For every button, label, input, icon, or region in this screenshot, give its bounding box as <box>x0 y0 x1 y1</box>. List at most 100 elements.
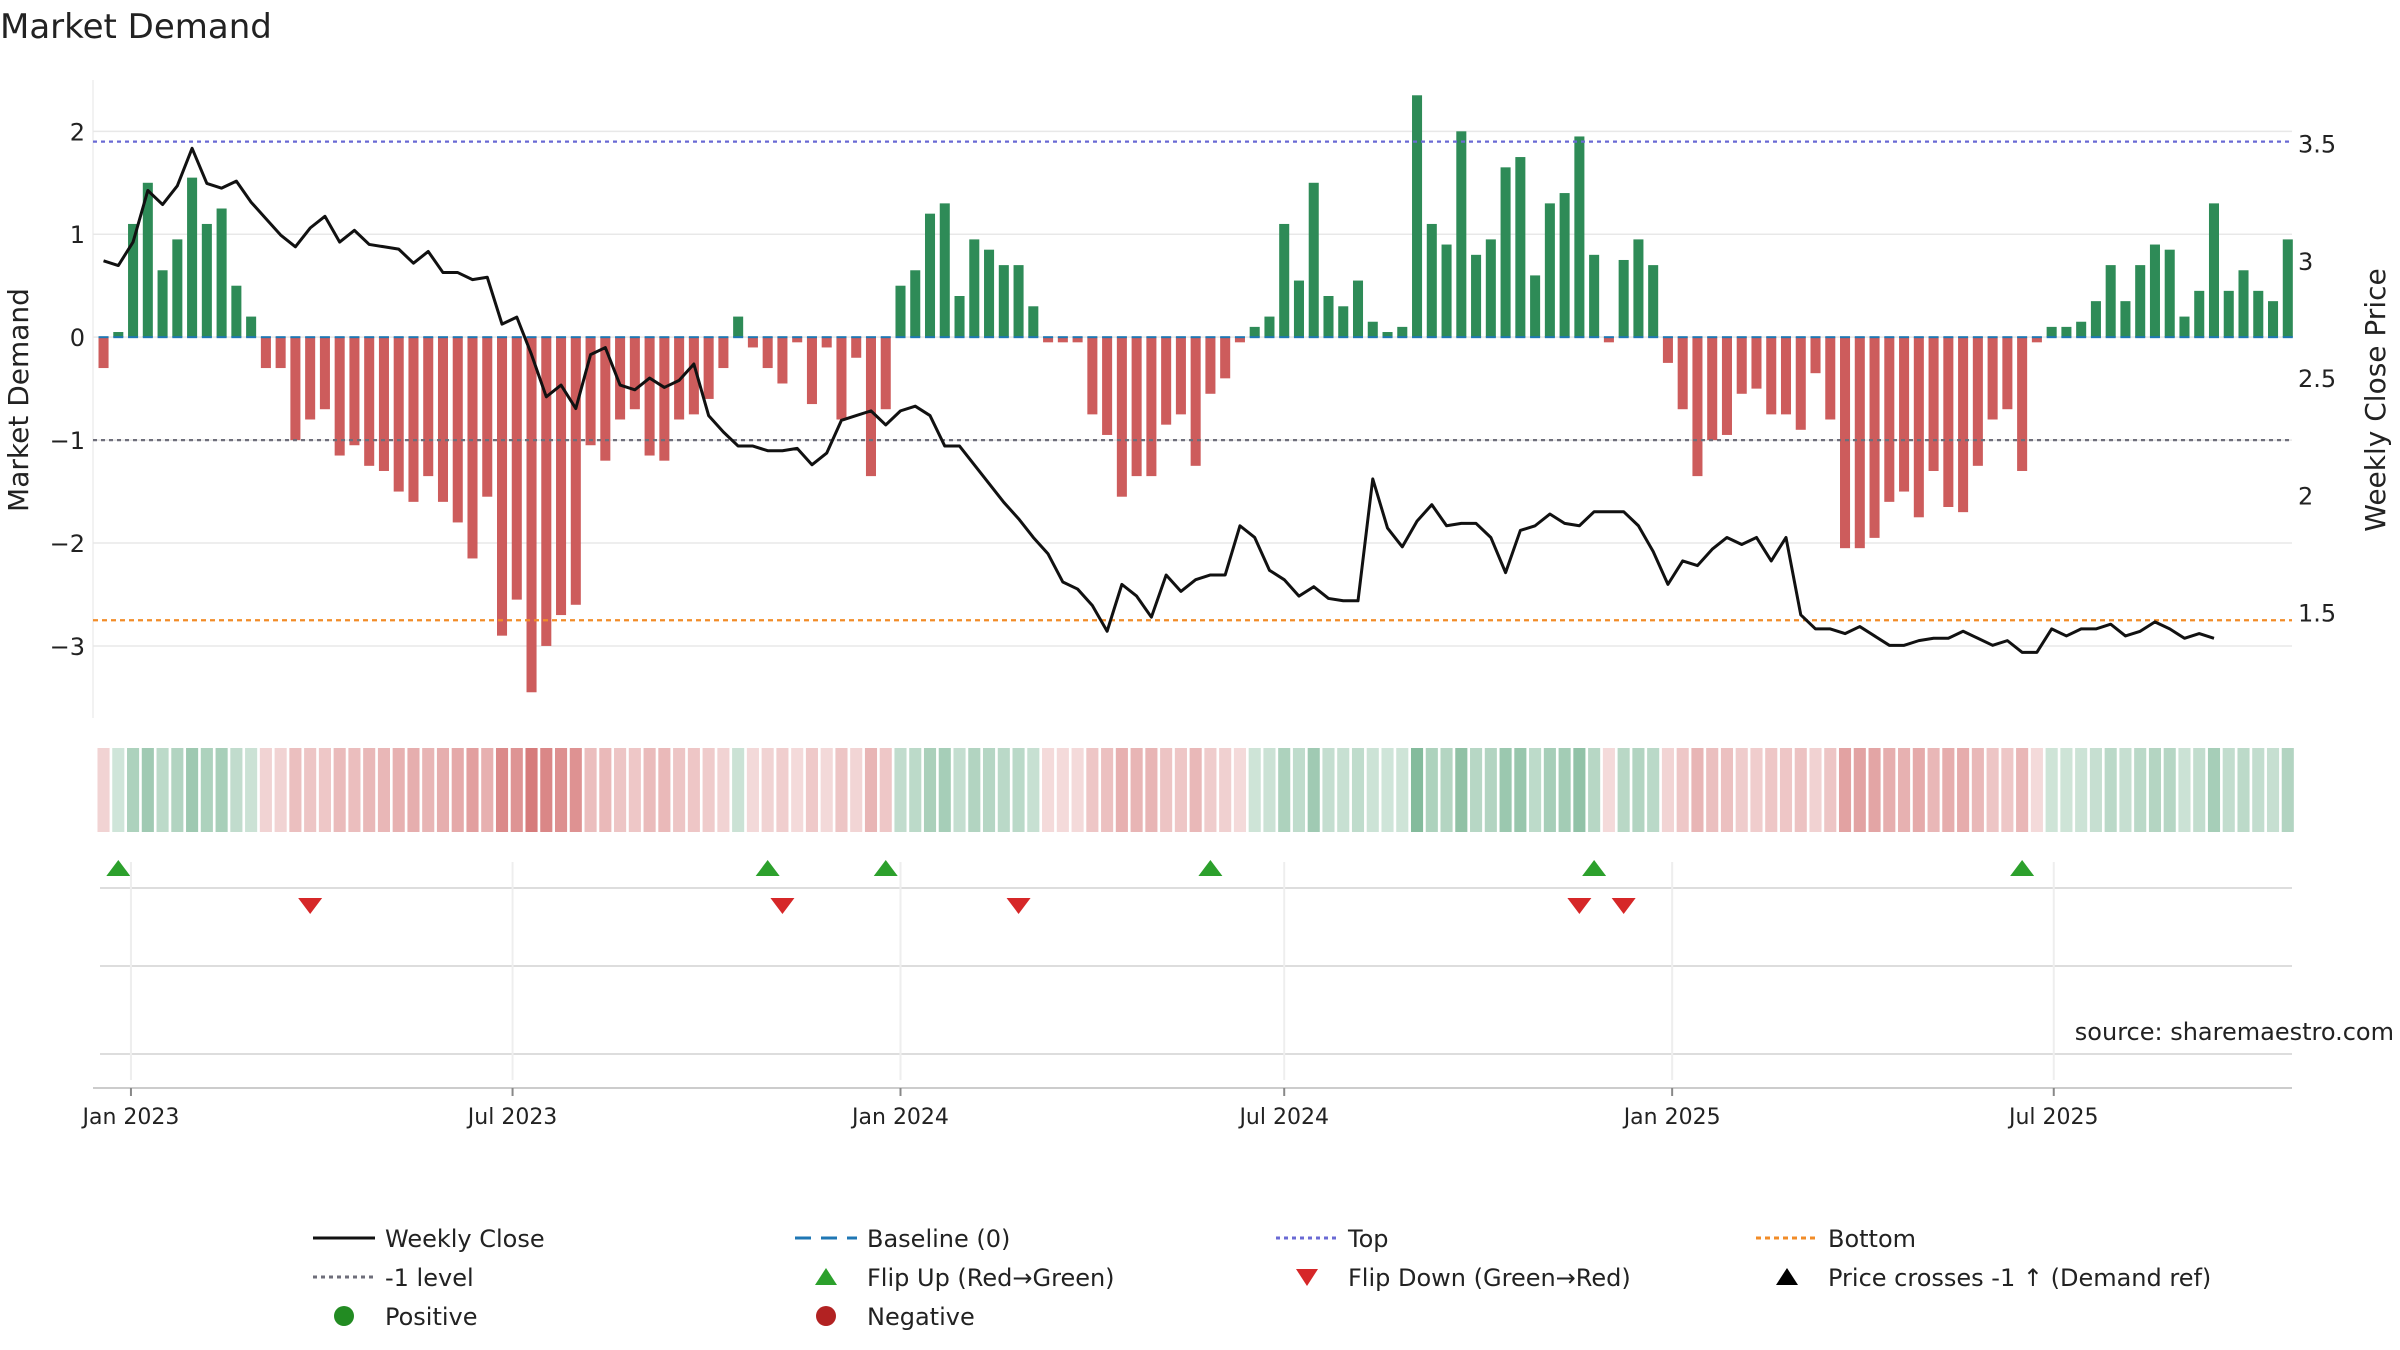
demand-bar <box>1471 254 1482 338</box>
demand-bar <box>1854 337 1865 549</box>
demand-bar <box>1751 337 1762 389</box>
demand-bar <box>1456 131 1467 338</box>
heat-cell <box>569 748 582 832</box>
heat-cell <box>2030 748 2043 832</box>
heat-cell <box>304 748 317 832</box>
demand-bar <box>393 337 404 492</box>
heat-cell <box>909 748 922 832</box>
demand-bar <box>1972 337 1983 466</box>
demand-bar <box>762 337 773 369</box>
heat-cell <box>1263 748 1276 832</box>
heat-cell <box>864 748 878 832</box>
demand-bar <box>1987 337 1998 420</box>
y-tick-left-label: −1 <box>50 427 85 455</box>
demand-bar <box>1810 337 1821 374</box>
demand-bar <box>1574 136 1585 338</box>
heat-cell <box>1602 748 1615 832</box>
demand-bar <box>954 296 965 338</box>
flip-up-marker <box>755 860 780 876</box>
heat-cell <box>1957 748 1970 832</box>
heat-cell <box>1912 748 1925 832</box>
demand-bar <box>1190 337 1201 466</box>
demand-bar <box>1913 337 1924 518</box>
heat-cell <box>1632 748 1645 832</box>
demand-bar <box>865 337 876 477</box>
heat-cell <box>717 748 730 832</box>
heat-cell <box>2252 748 2265 832</box>
demand-bar <box>305 337 316 420</box>
heat-cell <box>614 748 627 832</box>
heat-cell <box>2045 748 2058 832</box>
heat-cell <box>1189 748 1202 832</box>
heat-cell <box>481 748 494 832</box>
heat-cell <box>289 748 302 832</box>
heat-cell <box>318 748 331 832</box>
heat-cell <box>1307 748 1320 832</box>
demand-bar <box>1780 337 1792 415</box>
heat-cell <box>1455 748 1468 832</box>
y-tick-right-label: 2 <box>2298 482 2313 510</box>
y-ticks: 2 1 0 −1 −2 −3 3.5 3 2.5 2 1.5 <box>50 118 2337 661</box>
demand-bar <box>2076 321 2087 338</box>
heat-cell <box>584 748 597 832</box>
demand-bar <box>1220 337 1231 379</box>
demand-bar <box>2253 290 2264 338</box>
heat-cell <box>348 748 361 832</box>
demand-bar <box>201 223 212 338</box>
demand-bar <box>1648 265 1659 338</box>
demand-bar <box>1677 337 1688 410</box>
heat-cell <box>1794 748 1807 832</box>
y-axis-left-label: Market Demand <box>2 288 35 512</box>
heat-cell <box>112 748 125 832</box>
demand-bar <box>2268 301 2279 338</box>
demand-bar <box>585 337 596 446</box>
demand-bar <box>1589 254 1600 338</box>
heat-cell <box>1115 748 1128 832</box>
heat-cell <box>879 748 892 832</box>
heat-cell <box>673 748 686 832</box>
demand-bar <box>2282 239 2293 338</box>
demand-bar <box>378 337 389 471</box>
heat-cell <box>628 748 641 832</box>
demand-bar <box>142 182 153 338</box>
demand-bar <box>718 337 729 369</box>
heat-cell <box>1337 748 1350 832</box>
chart-title: Market Demand <box>0 7 272 47</box>
heat-cell <box>1883 748 1896 832</box>
heat-cell <box>732 748 745 832</box>
reference-levels <box>93 140 2292 622</box>
heat-cell <box>1986 748 1999 832</box>
heat-cell <box>1647 748 1660 832</box>
heat-cell <box>97 748 110 832</box>
flip-down-marker <box>1611 898 1636 914</box>
demand-bar <box>939 203 950 338</box>
demand-bar <box>437 337 449 502</box>
demand-bar <box>1367 321 1378 338</box>
heat-cell <box>997 748 1010 832</box>
x-tick-label: Jan 2024 <box>850 1105 949 1130</box>
heat-cell <box>333 748 346 832</box>
y-tick-left-label: −3 <box>50 633 85 661</box>
demand-bar <box>98 337 109 369</box>
heat-cell <box>245 748 258 832</box>
demand-bar <box>1382 332 1393 338</box>
demand-bar <box>260 337 271 369</box>
demand-bar <box>821 337 832 348</box>
heat-cell <box>2237 748 2250 832</box>
heat-cell <box>1233 748 1246 832</box>
demand-bar <box>851 337 862 358</box>
heat-cell <box>1750 748 1763 832</box>
heat-cell <box>1381 748 1394 832</box>
demand-bar <box>1530 275 1541 338</box>
demand-bar <box>2164 249 2175 338</box>
demand-bar <box>1515 157 1526 338</box>
heat-cell <box>1543 748 1556 832</box>
demand-bar <box>1485 239 1496 338</box>
heat-cell <box>1160 748 1173 832</box>
heat-cell <box>525 748 538 832</box>
heat-cell <box>1145 748 1158 832</box>
demand-bar <box>1825 337 1836 420</box>
flip-up-marker <box>1582 860 1607 876</box>
heat-cell <box>702 748 715 832</box>
heat-cell <box>1661 748 1674 832</box>
